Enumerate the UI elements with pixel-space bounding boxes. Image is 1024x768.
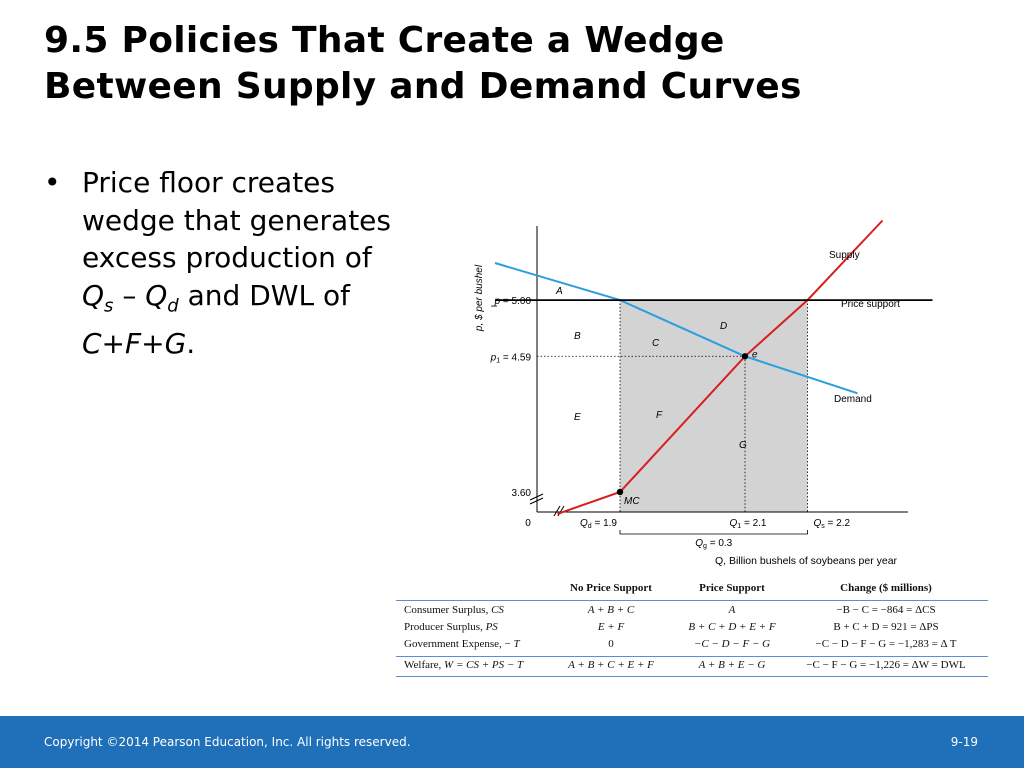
bullet-text-part2: – (113, 278, 146, 312)
cell-change: −C − D − F − G = −1,283 = Δ T (815, 638, 957, 650)
qs-symbol: Q (82, 278, 105, 312)
cell-price-support: B + C + D + E + F (688, 621, 776, 633)
supply-label: Supply (829, 250, 860, 261)
e-label: e (752, 349, 758, 360)
ytick-3-60: 3.60 (512, 488, 532, 499)
header-change: Change ($ millions) (840, 582, 932, 594)
cell-no-support: E + F (597, 621, 625, 633)
row-label: Producer Surplus, PS (404, 621, 498, 633)
area-label-a: A (555, 286, 563, 297)
ytick-p: p = 5.00 (494, 296, 532, 307)
marked-points (616, 353, 749, 496)
area-label-g: G (739, 440, 747, 451)
cell-change: −C − F − G = −1,226 = ΔW = DWL (806, 659, 966, 671)
y-axis-label: p, $ per bushel (474, 264, 485, 332)
table-header-row: No Price Support Price Support Change ($… (396, 582, 988, 598)
bullet-text-part1: Price floor creates wedge that generates… (82, 166, 391, 274)
header-price-support: Price Support (699, 582, 765, 594)
area-label-d: D (720, 321, 727, 332)
qs-subscript: s (104, 295, 114, 317)
cell-price-support: −C − D − F − G (693, 638, 771, 650)
xtick-qd: Qd = 1.9 (580, 518, 617, 530)
equilibrium-point (741, 353, 749, 360)
slide-title-line2: Between Supply and Demand Curves (44, 66, 802, 107)
demand-curve (494, 262, 858, 395)
ytick-p1: p1 = 4.59 (490, 352, 532, 364)
axis-break-mark (529, 493, 565, 517)
cell-price-support: A + B + E − G (698, 659, 766, 671)
xtick-qs: Qs = 2.2 (814, 518, 851, 530)
row-label: Consumer Surplus, CS (404, 604, 504, 616)
mc-label: MC (624, 496, 640, 507)
qg-label: Qg = 0.3 (695, 538, 732, 550)
table-rule-bottom (396, 676, 988, 677)
page-number: 9-19 (950, 735, 978, 749)
bullet-text-part4: . (186, 326, 196, 360)
area-label-e: E (574, 412, 581, 423)
qd-symbol: Q (145, 278, 168, 312)
guide-lines (537, 300, 808, 512)
area-label-f: F (656, 410, 663, 421)
shaded-wedge (620, 300, 808, 512)
qg-bracket (619, 530, 808, 535)
bullet-text-part3: and DWL of (178, 278, 350, 312)
cell-price-support: A (728, 604, 736, 616)
row-label: Welfare, W = CS + PS − T (404, 659, 524, 671)
slide-title: 9.5 Policies That Create a Wedge Between… (44, 18, 1004, 110)
price-support-label: Price support (841, 299, 900, 310)
slide-title-line1: 9.5 Policies That Create a Wedge (44, 20, 725, 61)
mc-point (616, 488, 624, 496)
bullet-dot: • (44, 166, 61, 199)
table-rule-welfare (396, 656, 988, 657)
area-label-c: C (652, 338, 660, 349)
copyright-text: Copyright ©2014 Pearson Education, Inc. … (44, 735, 411, 749)
cell-change: B + C + D = 921 = ΔPS (833, 621, 939, 633)
footer-bar: Copyright ©2014 Pearson Education, Inc. … (0, 716, 1024, 768)
demand-label: Demand (834, 394, 872, 405)
table-row: Government Expense, − T 0 −C − D − F − G… (396, 638, 988, 654)
table-rule-top (396, 600, 988, 601)
x-axis-label: Q, Billion bushels of soybeans per year (715, 555, 898, 567)
cell-no-support: A + B + C + E + F (568, 659, 654, 671)
cell-no-support: 0 (608, 638, 614, 650)
dwl-areas: C+F+G (82, 326, 187, 360)
cell-no-support: A + B + C (587, 604, 635, 616)
table-row: Producer Surplus, PS E + F B + C + D + E… (396, 621, 988, 637)
chart-labels: 3.60 p1 = 4.59 p = 5.00 Qd = 1.9 Q1 = 2.1 Qs … (490, 250, 900, 550)
price-support-chart: 3.60 p1 = 4.59 p = 5.00 Qd = 1.9 Q1 = 2.1 Qs … (474, 219, 933, 567)
header-no-support: No Price Support (570, 582, 652, 594)
xtick-q1: Q1 = 2.1 (730, 518, 767, 530)
qd-subscript: d (167, 295, 179, 317)
row-label: Government Expense, − T (404, 638, 520, 650)
table-row: Welfare, W = CS + PS − T A + B + C + E +… (396, 659, 988, 675)
origin-label: 0 (525, 518, 531, 529)
table-row: Consumer Surplus, CS A + B + C A −B − C … (396, 604, 988, 620)
area-label-b: B (574, 331, 581, 342)
bullet-text: Price floor creates wedge that generates… (82, 164, 392, 362)
cell-change: −B − C = −864 = ΔCS (836, 604, 936, 616)
